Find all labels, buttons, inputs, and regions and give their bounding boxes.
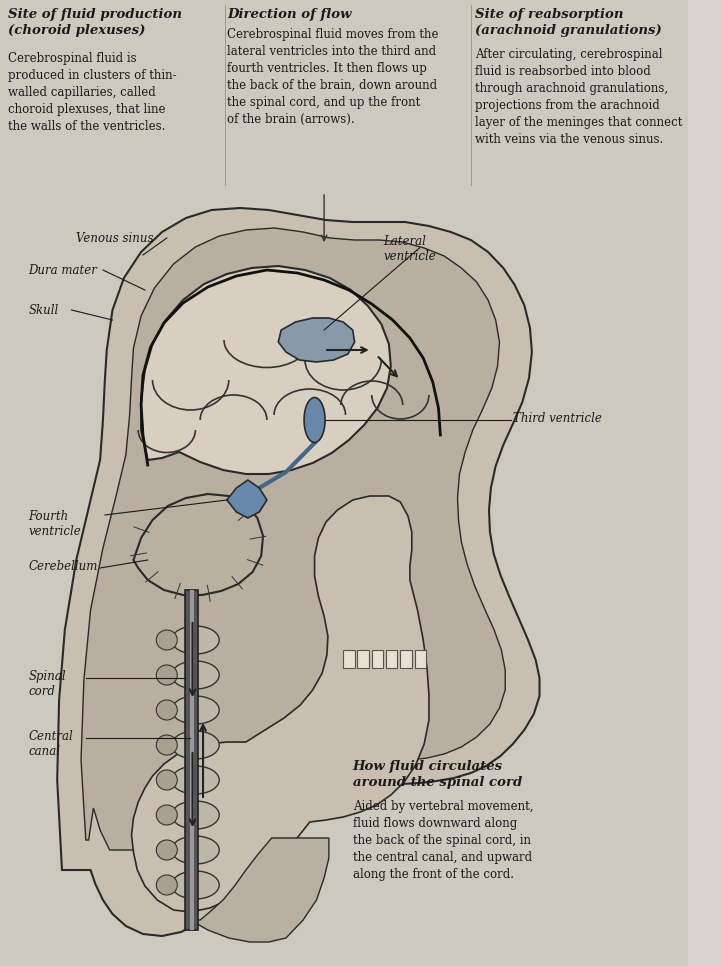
Ellipse shape (157, 770, 178, 790)
Polygon shape (134, 494, 263, 595)
Polygon shape (131, 496, 429, 912)
Text: Aided by vertebral movement,
fluid flows downward along
the back of the spinal c: Aided by vertebral movement, fluid flows… (352, 800, 533, 881)
Bar (401, 650, 412, 668)
Polygon shape (141, 266, 391, 474)
Polygon shape (57, 208, 539, 936)
Ellipse shape (157, 735, 178, 755)
Ellipse shape (157, 875, 178, 895)
Polygon shape (279, 318, 355, 362)
Text: Site of reabsorption
(arachnoid granulations): Site of reabsorption (arachnoid granulat… (474, 8, 661, 37)
Text: How fluid circulates
around the spinal cord: How fluid circulates around the spinal c… (352, 760, 522, 789)
Text: Venous sinus: Venous sinus (77, 232, 154, 244)
Ellipse shape (157, 630, 178, 650)
Bar (190, 590, 193, 930)
Bar (185, 590, 199, 930)
Polygon shape (227, 480, 267, 518)
Text: Spinal
cord: Spinal cord (29, 670, 66, 698)
Ellipse shape (172, 626, 219, 654)
Text: Dura mater: Dura mater (29, 264, 97, 276)
Text: Site of fluid production
(choroid plexuses): Site of fluid production (choroid plexus… (8, 8, 182, 37)
Ellipse shape (157, 805, 178, 825)
Ellipse shape (172, 766, 219, 794)
Bar (386, 650, 398, 668)
Ellipse shape (172, 661, 219, 689)
Bar (343, 650, 355, 668)
Ellipse shape (172, 836, 219, 864)
Text: Skull: Skull (29, 303, 59, 317)
Bar (357, 650, 369, 668)
Ellipse shape (172, 696, 219, 724)
Ellipse shape (157, 700, 178, 720)
Ellipse shape (172, 801, 219, 829)
Ellipse shape (157, 665, 178, 685)
Text: Third ventricle: Third ventricle (513, 412, 601, 424)
Text: Cerebrospinal fluid moves from the
lateral ventricles into the third and
fourth : Cerebrospinal fluid moves from the later… (227, 28, 438, 126)
Text: Lateral
ventricle: Lateral ventricle (383, 235, 436, 263)
Text: After circulating, cerebrospinal
fluid is reabsorbed into blood
through arachnoi: After circulating, cerebrospinal fluid i… (474, 48, 682, 146)
Ellipse shape (172, 731, 219, 759)
Ellipse shape (172, 871, 219, 899)
Text: Fourth
ventricle: Fourth ventricle (29, 510, 82, 538)
Polygon shape (191, 838, 329, 942)
Bar (414, 650, 426, 668)
Ellipse shape (157, 840, 178, 860)
Polygon shape (81, 228, 505, 850)
Text: Cerebellum: Cerebellum (29, 560, 98, 573)
Text: Central
canal: Central canal (29, 730, 74, 758)
Text: Cerebrospinal fluid is
produced in clusters of thin-
walled capillaries, called
: Cerebrospinal fluid is produced in clust… (8, 52, 176, 133)
Bar (372, 650, 383, 668)
Text: Direction of flow: Direction of flow (227, 8, 352, 21)
Ellipse shape (304, 397, 325, 442)
